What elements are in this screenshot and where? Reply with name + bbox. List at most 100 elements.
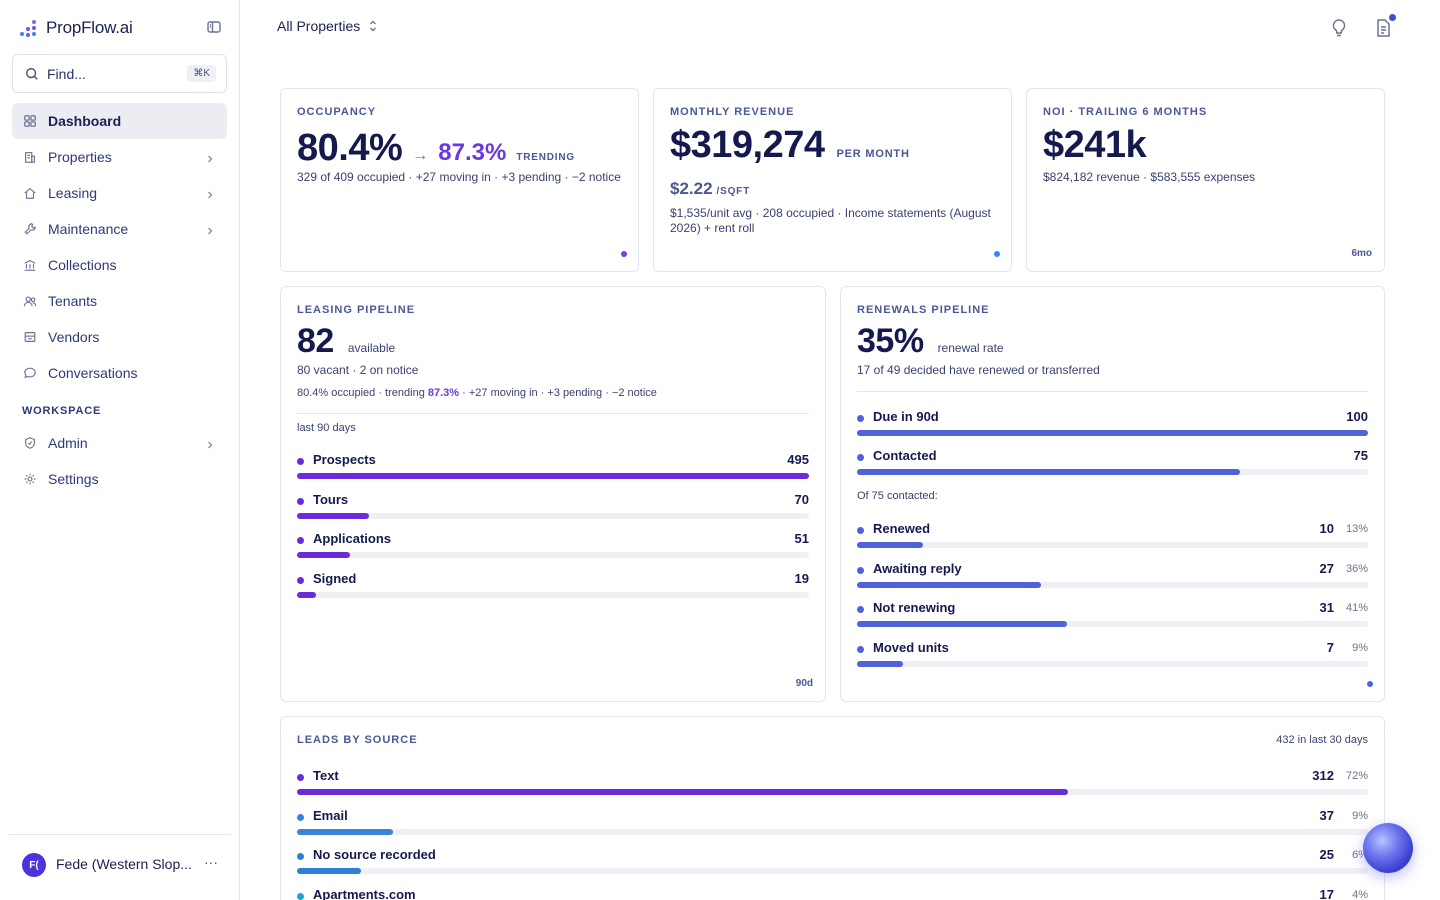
noi-detail: $824,182 revenue · $583,555 expenses [1043, 170, 1256, 184]
sidebar-item-properties[interactable]: Properties [12, 139, 227, 175]
sidebar-item-tenants[interactable]: Tenants [12, 283, 227, 319]
legend-dot [857, 527, 864, 534]
bar-fill [857, 661, 903, 668]
row-label: Moved units [873, 640, 949, 656]
bar-fill [297, 512, 370, 519]
shield-icon [22, 435, 38, 451]
bar-row[interactable]: Text 312 72% [297, 768, 1368, 808]
sidebar-toggle-icon[interactable] [206, 19, 222, 35]
legend-dot [297, 458, 304, 465]
chat-icon [22, 365, 38, 381]
status-dot [621, 251, 627, 257]
row-label: Not renewing [873, 600, 956, 616]
sidebar-item-label: Properties [48, 149, 112, 165]
property-selector[interactable]: All Properties [277, 18, 378, 34]
row-value: 25 [1319, 847, 1334, 862]
sidebar-item-settings[interactable]: Settings [12, 461, 227, 497]
bar-row[interactable]: Prospects 495 [297, 452, 809, 492]
sidebar-item-label: Tenants [48, 293, 98, 309]
row-label: Tours [313, 491, 349, 507]
bar-row[interactable]: No source recorded 25 6% [297, 847, 1368, 887]
row-value: 7 [1326, 640, 1334, 656]
row-value: 100 [1346, 409, 1368, 424]
sidebar-item-leasing[interactable]: Leasing [12, 175, 227, 211]
bank-icon [22, 257, 38, 273]
leads-summary: 432 in last 30 days [1276, 734, 1368, 746]
legend-dot [297, 537, 304, 545]
renewal-rate-label: renewal rate [937, 341, 1004, 355]
bar-fill [297, 592, 317, 599]
bar-track [857, 542, 1368, 548]
row-label: Renewed [873, 521, 931, 536]
bar-row[interactable]: Not renewing 31 41% [857, 600, 1368, 640]
bar-track [857, 581, 1368, 588]
sidebar-item-collections[interactable]: Collections [12, 247, 227, 283]
sidebar-nav: Dashboard Properties Leasing Maintenance Col… [12, 103, 227, 497]
lightbulb-icon[interactable] [1330, 18, 1348, 38]
legend-dot [297, 774, 304, 781]
bar-row[interactable]: Email 37 9% [297, 808, 1368, 848]
leasing-pipeline-card[interactable]: LEASING PIPELINE 82 available 80 vacant … [280, 286, 826, 702]
row-value: 75 [1353, 448, 1368, 463]
bar-track [297, 828, 1368, 835]
arrow-right-icon: → [412, 147, 429, 164]
search-placeholder: Find... [47, 65, 86, 82]
legend-dot [297, 577, 304, 585]
document-icon[interactable] [1374, 18, 1392, 38]
gear-icon [22, 471, 38, 487]
row-percent: 36% [1345, 562, 1368, 575]
noi-card[interactable]: NOI · TRAILING 6 MONTHS $241k $824,182 r… [1026, 88, 1385, 272]
user-name: Fede (Western Slop... [56, 856, 192, 872]
legend-dot [297, 813, 304, 821]
renewals-sub: 17 of 49 decided have renewed or transfe… [857, 363, 1100, 377]
bar-fill [297, 789, 1069, 795]
occupancy-trend-value: 87.3% [438, 139, 507, 166]
row-value: 70 [794, 491, 809, 507]
grid-icon [22, 113, 38, 129]
bar-row[interactable]: Signed 19 [297, 571, 809, 611]
chevron-right-icon [205, 437, 215, 449]
card-label: LEASING PIPELINE [297, 304, 416, 316]
row-percent: 9% [1352, 809, 1368, 822]
bar-row[interactable]: Contacted 75 [857, 448, 1368, 488]
bar-row[interactable]: Applications 51 [297, 531, 809, 571]
row-label: Applications [313, 531, 392, 547]
sidebar-item-label: Conversations [48, 365, 138, 381]
bar-row[interactable]: Awaiting reply 27 36% [857, 561, 1368, 601]
occupancy-card[interactable]: OCCUPANCY 80.4% → 87.3% TRENDING 329 of … [280, 88, 639, 272]
contacted-note: Of 75 contacted: [857, 490, 938, 502]
bar-row[interactable]: Moved units 7 9% [857, 640, 1368, 680]
monthly-revenue-card[interactable]: MONTHLY REVENUE $319,274 PER MONTH $2.22… [653, 88, 1012, 272]
sidebar-item-conversations[interactable]: Conversations [12, 355, 227, 391]
sidebar-item-vendors[interactable]: Vendors [12, 319, 227, 355]
bar-row[interactable]: Tours 70 [297, 492, 809, 532]
bar-row[interactable]: Apartments.com 17 4% [297, 887, 1368, 900]
notification-dot [1389, 14, 1396, 21]
assistant-orb-button[interactable] [1363, 823, 1413, 873]
sidebar-item-maintenance[interactable]: Maintenance [12, 211, 227, 247]
search-input[interactable]: Find... ⌘K [12, 54, 227, 93]
sidebar-item-dashboard[interactable]: Dashboard [12, 103, 227, 139]
bar-track [297, 868, 1368, 874]
chevron-right-icon [205, 223, 215, 235]
card-label: NOI · TRAILING 6 MONTHS [1043, 106, 1208, 118]
period-tag: 90d [795, 678, 813, 689]
chevron-updown-icon [370, 20, 377, 32]
bar-row[interactable]: Renewed 10 13% [857, 521, 1368, 561]
user-menu[interactable]: F( Fede (Western Slop... ··· [8, 834, 231, 900]
legend-dot [297, 497, 304, 505]
leads-by-source-card[interactable]: LEADS BY SOURCE 432 in last 30 days Text… [280, 716, 1385, 900]
row-percent: 72% [1345, 770, 1368, 782]
brand[interactable]: PropFlow.ai [20, 16, 133, 40]
legend-dot [297, 853, 304, 860]
renewals-pipeline-card[interactable]: RENEWALS PIPELINE 35% renewal rate 17 of… [840, 286, 1385, 702]
bar-row[interactable]: Due in 90d 100 [857, 409, 1368, 449]
sqft-unit: /SQFT [716, 186, 750, 197]
sidebar-item-label: Leasing [48, 185, 98, 201]
row-value: 312 [1312, 768, 1334, 783]
legend-dot [857, 415, 864, 422]
leasing-sub: 80 vacant · 2 on notice [297, 363, 419, 377]
store-icon [22, 329, 38, 345]
sidebar-item-admin[interactable]: Admin [12, 425, 227, 461]
more-options-icon[interactable]: ··· [204, 854, 218, 870]
